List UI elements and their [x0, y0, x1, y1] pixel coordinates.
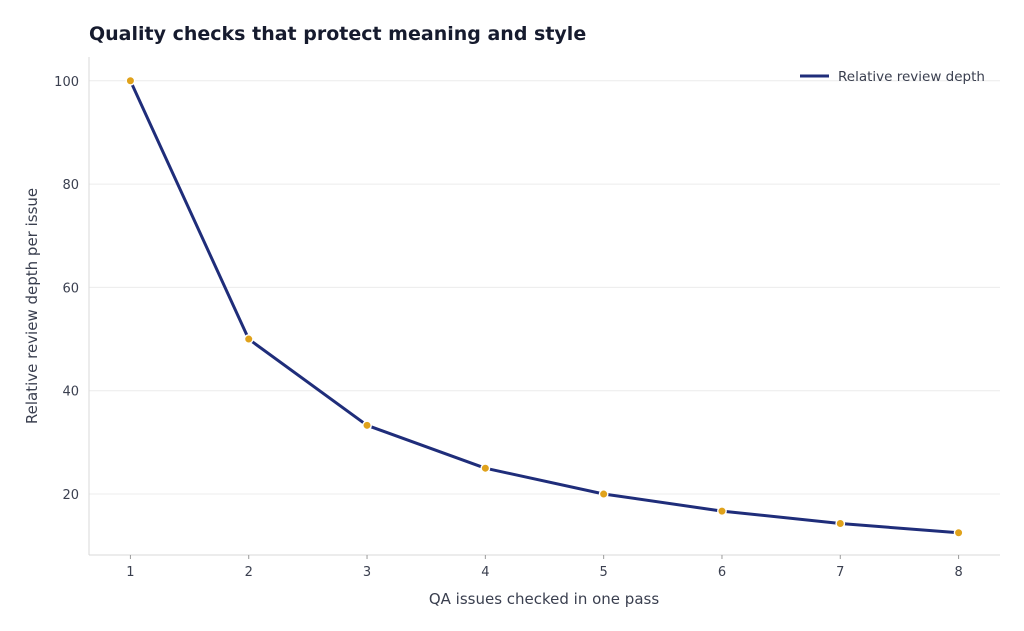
data-point	[243, 334, 254, 344]
legend-label: Relative review depth	[838, 69, 985, 85]
chart-title: Quality checks that protect meaning and …	[89, 23, 586, 45]
data-point	[362, 420, 372, 431]
data-point	[480, 463, 491, 474]
x-tick-label: 2	[245, 565, 253, 580]
x-tick-label: 6	[718, 565, 726, 580]
y-tick-label: 40	[62, 385, 79, 400]
data-point	[953, 527, 964, 538]
x-tick-label: 4	[481, 565, 489, 580]
x-tick-label: 3	[363, 565, 371, 580]
data-point	[598, 489, 609, 499]
x-tick-label: 5	[600, 565, 608, 580]
data-point	[125, 75, 136, 86]
series-line	[128, 79, 961, 535]
x-tick-label: 7	[836, 565, 844, 580]
y-tick-label: 80	[62, 178, 79, 193]
x-tick-label: 8	[954, 565, 962, 580]
x-tick-labels: 1 2 3 4 5 6 7 8	[126, 555, 963, 580]
y-tick-label: 20	[62, 488, 79, 503]
y-tick-label: 60	[62, 281, 79, 296]
x-tick-label: 1	[126, 565, 134, 580]
data-point	[835, 518, 846, 529]
series-points	[125, 75, 964, 538]
y-axis-label: Relative review depth per issue	[23, 188, 41, 424]
legend: Relative review depth	[800, 69, 985, 85]
y-tick-label: 100	[54, 75, 79, 90]
y-tick-labels: 20 40 60 80 100	[54, 75, 79, 503]
x-axis-label: QA issues checked in one pass	[429, 590, 660, 608]
grid-lines	[89, 80, 1000, 495]
data-point	[717, 506, 727, 516]
